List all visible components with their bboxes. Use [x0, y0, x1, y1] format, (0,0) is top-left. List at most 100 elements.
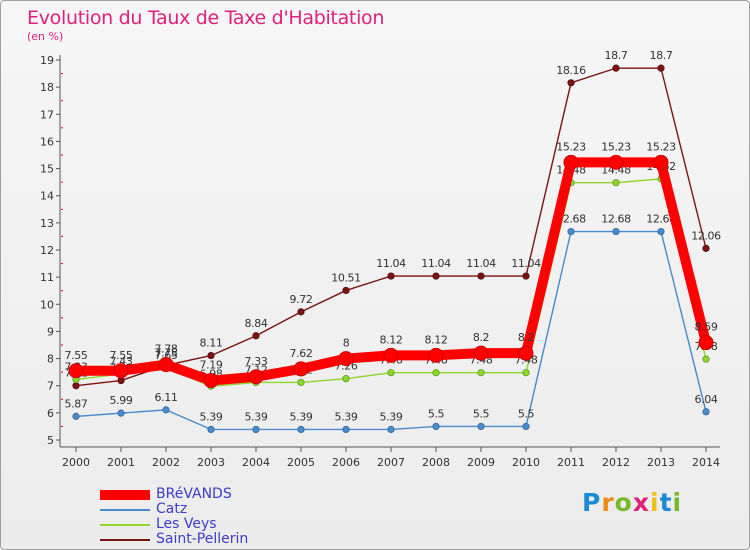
legend-item-saint-pellerin: Saint-Pellerin	[100, 531, 350, 547]
data-label: 7.43	[110, 355, 133, 368]
data-point	[207, 351, 215, 360]
legend-item-br-vands: BRéVANDS	[100, 486, 350, 502]
data-label: 5.99	[110, 394, 133, 407]
data-point	[203, 373, 219, 389]
data-point	[612, 179, 620, 187]
data-point	[383, 347, 399, 363]
data-label: 5.39	[245, 410, 268, 423]
data-label: 18.16	[556, 64, 586, 77]
data-point	[698, 335, 714, 351]
data-label: 5.87	[65, 397, 88, 410]
data-label: 7.33	[245, 355, 268, 368]
data-point	[612, 227, 620, 236]
data-point	[297, 425, 305, 434]
data-point	[342, 375, 350, 383]
data-point	[477, 272, 485, 280]
data-label: 5.5	[428, 407, 445, 420]
data-point	[117, 376, 125, 385]
data-point	[158, 357, 174, 373]
data-label: 8	[343, 337, 350, 350]
data-label: 11.04	[421, 257, 451, 270]
data-point	[297, 378, 305, 387]
data-label: 15.23	[556, 140, 586, 153]
data-point	[518, 345, 534, 361]
data-label: 9.72	[290, 293, 313, 306]
data-point	[473, 345, 489, 361]
x-tick-label: 2007	[377, 456, 405, 469]
data-point	[252, 425, 260, 434]
data-point	[432, 272, 440, 280]
x-tick-label: 2002	[152, 456, 180, 469]
data-point	[477, 422, 485, 431]
legend-swatch	[100, 524, 150, 526]
data-point	[387, 369, 395, 377]
data-label: 7.75	[155, 346, 178, 359]
y-tick-label: 5	[47, 434, 54, 447]
data-label: 8.11	[200, 337, 223, 350]
x-tick-label: 2008	[422, 456, 450, 469]
data-point	[72, 412, 80, 420]
data-point	[608, 154, 624, 170]
data-point	[72, 382, 80, 390]
data-label: 5.5	[518, 407, 535, 420]
legend-item-catz: Catz	[100, 501, 350, 517]
legend-label: Catz	[156, 501, 188, 517]
data-point	[563, 154, 579, 170]
data-label: 7.55	[65, 349, 88, 362]
data-label: 12.68	[646, 213, 676, 226]
x-tick-label: 2004	[242, 456, 270, 469]
data-point	[477, 369, 485, 377]
x-tick-label: 2003	[197, 456, 225, 469]
data-label: 15.23	[601, 140, 631, 153]
y-tick-label: 14	[40, 190, 54, 203]
chart-subtitle: (en %)	[27, 30, 64, 43]
y-tick-label: 10	[40, 298, 54, 311]
data-point	[117, 409, 125, 417]
y-tick-label: 8	[47, 353, 54, 366]
y-tick-label: 18	[40, 81, 54, 94]
data-label: 8.2	[518, 331, 534, 344]
data-label: 8.59	[695, 321, 718, 334]
data-label: 18.7	[650, 49, 673, 62]
data-point	[522, 369, 530, 377]
data-point	[342, 286, 350, 295]
series-saint-pellerin: 7.017.197.758.118.849.7210.5111.0411.041…	[65, 49, 722, 390]
series-br-vands: 7.55 7.55 7.78 7.19 7.33 7.62 8 8.12 8.12 8.2 8.2 1…	[65, 140, 718, 389]
data-label: 11.04	[466, 257, 496, 270]
data-label: 15.23	[646, 140, 676, 153]
data-point	[567, 227, 575, 236]
y-tick-label: 13	[40, 217, 54, 230]
data-point	[657, 64, 665, 72]
data-point	[293, 361, 309, 377]
data-point	[522, 422, 530, 431]
legend-label: Les Veys	[156, 516, 217, 532]
x-tick-label: 2014	[692, 456, 720, 469]
data-label: 5.39	[335, 410, 358, 423]
data-point	[68, 363, 84, 379]
chart-title: Evolution du Taux de Taxe d'Habitation	[27, 7, 385, 29]
x-tick-label: 2006	[332, 456, 360, 469]
legend-label: Saint-Pellerin	[156, 531, 249, 547]
data-point	[297, 308, 305, 316]
data-label: 7.78	[155, 343, 178, 356]
x-tick-label: 2001	[107, 456, 135, 469]
data-point	[342, 425, 350, 434]
data-label: 5.39	[200, 410, 223, 423]
data-label: 7.55	[110, 349, 133, 362]
y-tick-label: 7	[47, 380, 54, 393]
data-point	[248, 369, 264, 385]
data-point	[653, 154, 669, 170]
data-label: 5.39	[380, 410, 403, 423]
data-point	[387, 272, 395, 280]
data-label: 18.7	[605, 49, 628, 62]
data-label: 5.39	[290, 410, 313, 423]
y-tick-label: 11	[40, 271, 54, 284]
legend-swatch	[100, 509, 150, 511]
legend-label: BRéVANDS	[156, 486, 232, 502]
data-point	[162, 406, 170, 414]
x-tick-label: 2005	[287, 456, 315, 469]
data-label: 7.65	[155, 349, 178, 362]
x-tick-label: 2012	[602, 456, 630, 469]
